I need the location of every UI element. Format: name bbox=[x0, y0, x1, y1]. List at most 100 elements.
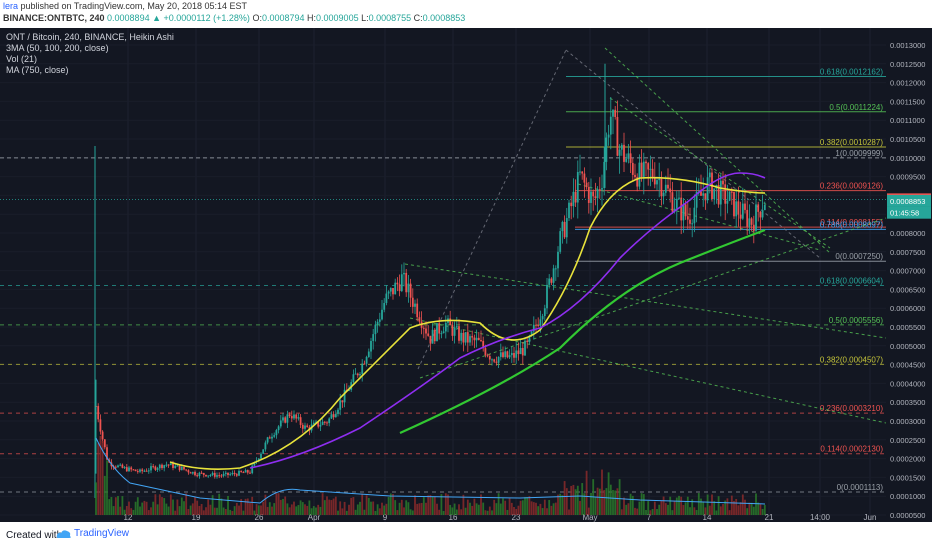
volume-bar bbox=[596, 487, 599, 515]
volume-bar bbox=[97, 443, 100, 515]
volume-bar bbox=[207, 499, 210, 515]
volume-bar bbox=[191, 503, 194, 515]
volume-bar bbox=[618, 479, 621, 515]
candle-body bbox=[381, 309, 383, 320]
volume-bar bbox=[535, 502, 537, 515]
candle-body bbox=[383, 302, 386, 310]
volume-bar bbox=[136, 497, 139, 515]
candle-body bbox=[730, 191, 733, 193]
volume-bar bbox=[150, 507, 152, 515]
volume-bar bbox=[345, 510, 348, 515]
candle-body bbox=[752, 224, 755, 231]
volume-bar bbox=[645, 509, 647, 515]
candle-body bbox=[552, 268, 555, 283]
volume-bar bbox=[130, 508, 133, 515]
fib-level-label: 0.382(0.0004507) bbox=[820, 355, 884, 364]
y-tick-label: 0.0004000 bbox=[890, 379, 925, 388]
candle-body bbox=[508, 355, 511, 358]
candle-body bbox=[568, 202, 570, 219]
candle-body bbox=[416, 303, 419, 318]
candle-body bbox=[361, 363, 364, 375]
chart-area[interactable]: 0.0013000 0.0012500 0.0012000 0.0011500 0.00… bbox=[0, 28, 932, 522]
volume-bar bbox=[640, 493, 643, 515]
candle-body bbox=[689, 219, 691, 224]
legend-indicator-3ma[interactable]: 3MA (50, 100, 200, close) bbox=[6, 43, 109, 53]
created-with-text: Created with bbox=[6, 530, 63, 541]
tradingview-logo[interactable]: TradingView bbox=[56, 528, 129, 539]
volume-bar bbox=[466, 499, 469, 515]
volume-bar bbox=[442, 510, 445, 515]
candle-body bbox=[429, 335, 432, 344]
volume-bar bbox=[526, 497, 529, 515]
candle-body bbox=[565, 218, 568, 238]
volume-bar bbox=[231, 510, 234, 515]
volume-bar bbox=[286, 503, 289, 515]
high-label: H: bbox=[307, 13, 317, 23]
candle-body bbox=[662, 192, 665, 197]
fib-level-label: 0.114(0.0008155) bbox=[820, 218, 883, 227]
volume-bar bbox=[722, 504, 724, 515]
legend-indicator-vol[interactable]: Vol (21) bbox=[6, 54, 38, 64]
volume-bar bbox=[431, 496, 434, 515]
volume-bar bbox=[614, 490, 617, 515]
candle-body bbox=[557, 251, 559, 269]
volume-bar bbox=[603, 490, 606, 515]
candle-body bbox=[348, 389, 350, 391]
candle-body bbox=[618, 149, 621, 156]
volume-bar bbox=[361, 493, 364, 515]
candle-body bbox=[365, 357, 368, 364]
y-tick-label: 0.0013000 bbox=[890, 41, 925, 50]
price-chart[interactable]: 0.0013000 0.0012500 0.0012000 0.0011500 0.00… bbox=[0, 28, 932, 522]
publisher-link[interactable]: lera bbox=[3, 1, 19, 11]
volume-bar bbox=[235, 502, 238, 515]
volume-bar bbox=[546, 508, 548, 515]
candle-body bbox=[191, 471, 194, 474]
x-tick-label: 12 bbox=[124, 513, 133, 522]
chart-legend: ONT / Bitcoin, 240, BINANCE, Heikin Ashi… bbox=[6, 32, 174, 76]
volume-bar bbox=[616, 488, 619, 515]
candle-body bbox=[143, 470, 146, 472]
candle-body bbox=[271, 436, 273, 439]
volume-bar bbox=[629, 493, 632, 515]
x-tick-label: 16 bbox=[449, 513, 458, 522]
candle-body bbox=[466, 332, 469, 343]
volume-bar bbox=[394, 500, 397, 515]
volume-bar bbox=[154, 494, 157, 515]
candle-body bbox=[218, 475, 221, 477]
volume-bar bbox=[587, 507, 590, 515]
candle-body bbox=[154, 466, 157, 470]
candle-body bbox=[273, 435, 276, 437]
volume-bar bbox=[405, 500, 408, 515]
volume-bar bbox=[625, 504, 628, 515]
volume-bar bbox=[196, 500, 199, 515]
volume-bar bbox=[715, 510, 718, 515]
volume-bar bbox=[211, 495, 214, 515]
candle-body bbox=[117, 465, 119, 468]
volume-bar bbox=[675, 497, 678, 515]
candle-body bbox=[319, 424, 322, 427]
y-tick-label: 0.0010500 bbox=[890, 135, 925, 144]
x-tick-label: 23 bbox=[512, 513, 521, 522]
volume-bar bbox=[381, 502, 383, 515]
volume-bar bbox=[348, 504, 350, 515]
y-tick-label: 0.0011500 bbox=[890, 97, 925, 106]
candle-body bbox=[451, 325, 454, 336]
candle-body bbox=[425, 328, 427, 334]
volume-bar bbox=[290, 504, 293, 515]
candle-body bbox=[114, 466, 117, 468]
volume-bar bbox=[504, 500, 507, 515]
candle-body bbox=[101, 431, 104, 440]
candle-body bbox=[667, 184, 669, 189]
volume-bar bbox=[389, 493, 392, 515]
volume-bar bbox=[609, 484, 612, 515]
volume-bar bbox=[114, 497, 117, 515]
candle-body bbox=[409, 283, 412, 298]
volume-bar bbox=[319, 506, 322, 515]
candle-body bbox=[554, 268, 557, 270]
volume-bar bbox=[519, 500, 522, 515]
candle-body bbox=[436, 323, 438, 342]
legend-indicator-ma750[interactable]: MA (750, close) bbox=[6, 65, 69, 75]
volume-bar bbox=[350, 497, 353, 515]
volume-bar bbox=[561, 495, 564, 515]
volume-bar bbox=[451, 507, 454, 515]
